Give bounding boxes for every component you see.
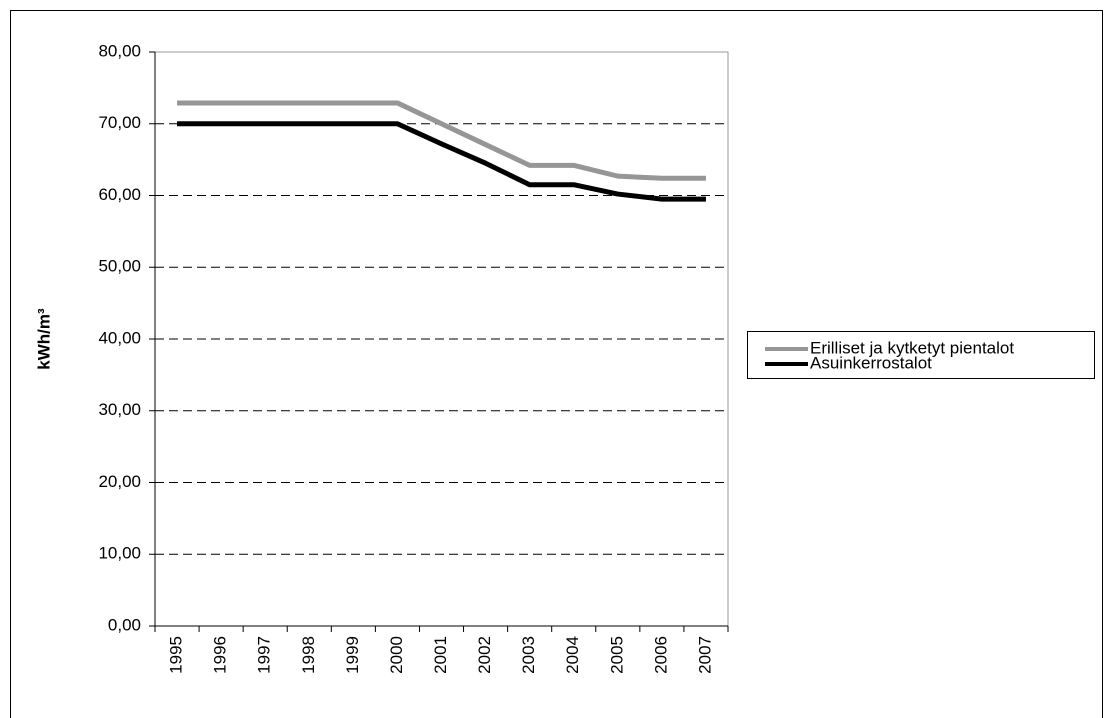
y-tick-label: 0,00 [108, 615, 141, 634]
y-tick-label: 30,00 [98, 400, 141, 419]
y-tick-label: 80,00 [98, 41, 141, 60]
x-tick-label: 1999 [343, 636, 362, 674]
y-tick-label: 10,00 [98, 544, 141, 563]
x-tick-label: 1995 [167, 636, 186, 674]
y-tick-label: 70,00 [98, 113, 141, 132]
legend-label: Asuinkerrostalot [810, 353, 932, 372]
x-tick-label: 2001 [431, 636, 450, 674]
x-tick-label: 2003 [519, 636, 538, 674]
y-tick-label: 50,00 [98, 257, 141, 276]
x-tick-label: 2006 [651, 636, 670, 674]
y-tick-label: 40,00 [98, 328, 141, 347]
x-tick-label: 2004 [563, 636, 582, 674]
x-tick-label: 2005 [607, 636, 626, 674]
x-tick-label: 2000 [387, 636, 406, 674]
y-axis-label: kWh/m³ [34, 308, 53, 370]
x-tick-label: 2002 [475, 636, 494, 674]
x-tick-label: 1998 [299, 636, 318, 674]
legend-label: Erilliset ja kytketyt pientalot [810, 338, 1014, 357]
x-tick-label: 1996 [211, 636, 230, 674]
series-line [177, 100, 706, 181]
x-tick-label: 2007 [695, 636, 714, 674]
x-tick-label: 1997 [255, 636, 274, 674]
legend-box [747, 331, 1095, 379]
series-line [177, 121, 706, 202]
y-tick-label: 20,00 [98, 472, 141, 491]
y-tick-label: 60,00 [98, 185, 141, 204]
